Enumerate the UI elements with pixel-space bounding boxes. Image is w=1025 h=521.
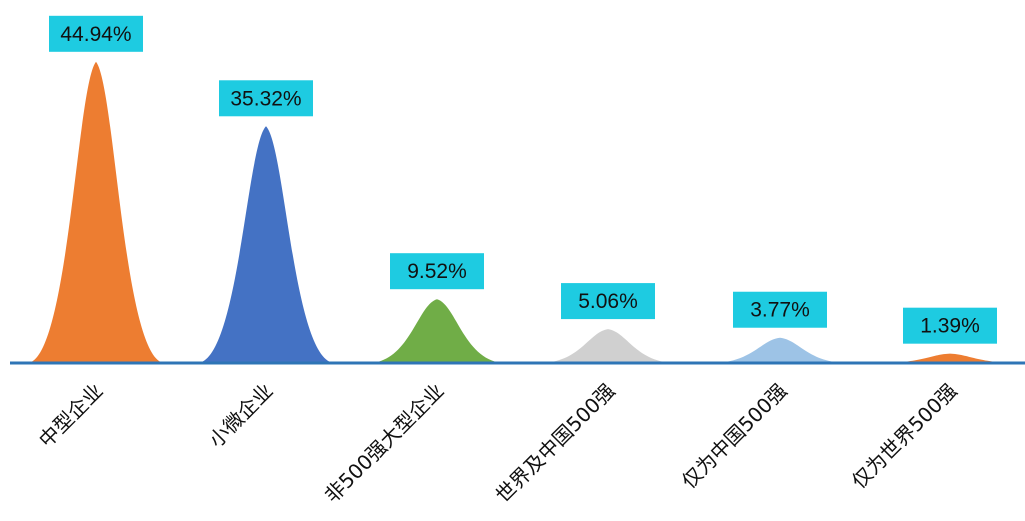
- data-label-box-6: [903, 307, 997, 344]
- data-label-box-1: [49, 15, 143, 52]
- data-label-6: 1.39%: [920, 315, 980, 338]
- peak-6: [881, 353, 1019, 363]
- data-label-5: 3.77%: [750, 299, 810, 322]
- category-labels-layer: 中型企业 小微企业 非500强大型企业 世界及中国500强 仅为中国500强 仅为世界50…: [34, 379, 962, 508]
- peak-2: [197, 126, 335, 363]
- peak-4: [539, 329, 677, 363]
- category-label-4: 世界及中国500强: [491, 379, 620, 508]
- peak-5: [711, 337, 849, 363]
- data-label-4: 5.06%: [578, 290, 638, 313]
- data-label-3: 9.52%: [407, 260, 467, 283]
- peaks-layer: [27, 61, 1019, 363]
- data-label-box-3: [390, 253, 484, 290]
- data-label-1: 44.94%: [60, 23, 131, 46]
- category-label-5: 仅为中国500强: [677, 379, 792, 494]
- data-label-2: 35.32%: [230, 87, 301, 110]
- value-labels-layer: 44.94% 35.32% 9.52% 5.06% 3.77% 1.39%: [49, 15, 997, 344]
- category-label-2: 小微企业: [204, 379, 278, 453]
- data-label-box-2: [219, 80, 313, 117]
- category-label-1: 中型企业: [34, 379, 108, 453]
- data-label-box-5: [733, 291, 827, 328]
- peak-1: [27, 61, 165, 363]
- data-label-box-4: [561, 283, 655, 320]
- category-label-3: 非500强大型企业: [320, 379, 449, 508]
- peak-3: [368, 299, 506, 363]
- category-label-6: 仅为世界500强: [847, 379, 962, 494]
